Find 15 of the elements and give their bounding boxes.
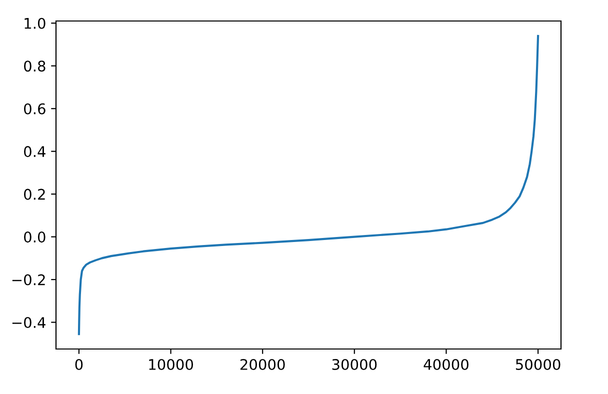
x-tick-label: 40000 <box>424 358 468 370</box>
text: 0.2 <box>24 188 45 200</box>
x-tick-label: 20000 <box>240 358 285 370</box>
text: 0.8 <box>24 60 46 72</box>
y-tick-label: −0.2 <box>12 274 45 286</box>
x-tick-label: 30000 <box>332 358 377 370</box>
x-tick-label: 0 <box>75 358 83 370</box>
text: 0.0 <box>24 232 46 243</box>
y-tick-label: −0.4 <box>12 317 46 328</box>
text: 0.6 <box>24 103 46 114</box>
x-tick-label: 50000 <box>516 358 560 370</box>
x-tick-label: 10000 <box>149 358 193 370</box>
text: 0.4 <box>24 146 46 158</box>
text: 1.0 <box>24 18 46 29</box>
line-series <box>78 34 540 336</box>
